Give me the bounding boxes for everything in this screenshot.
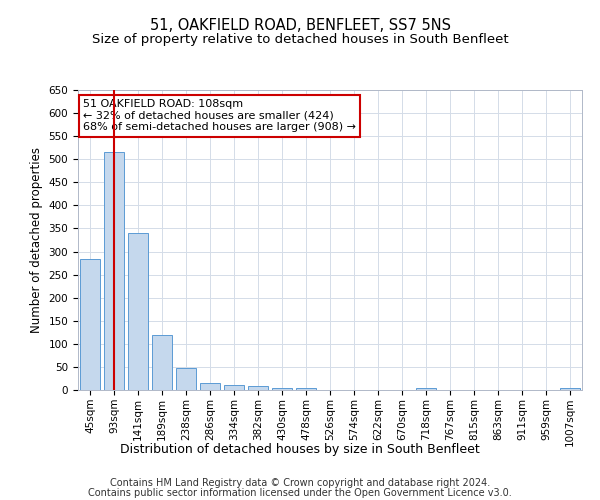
Bar xyxy=(560,388,580,390)
Bar xyxy=(200,383,220,390)
Bar xyxy=(176,368,196,390)
Text: Size of property relative to detached houses in South Benfleet: Size of property relative to detached ho… xyxy=(92,32,508,46)
Text: Contains public sector information licensed under the Open Government Licence v3: Contains public sector information licen… xyxy=(88,488,512,498)
Text: 51, OAKFIELD ROAD, BENFLEET, SS7 5NS: 51, OAKFIELD ROAD, BENFLEET, SS7 5NS xyxy=(149,18,451,32)
Bar xyxy=(80,260,100,390)
Bar xyxy=(416,388,436,390)
Bar xyxy=(296,388,316,390)
Text: Contains HM Land Registry data © Crown copyright and database right 2024.: Contains HM Land Registry data © Crown c… xyxy=(110,478,490,488)
Bar xyxy=(224,386,244,390)
Bar xyxy=(104,152,124,390)
Bar xyxy=(128,233,148,390)
Bar xyxy=(152,334,172,390)
Text: 51 OAKFIELD ROAD: 108sqm
← 32% of detached houses are smaller (424)
68% of semi-: 51 OAKFIELD ROAD: 108sqm ← 32% of detach… xyxy=(83,99,356,132)
Y-axis label: Number of detached properties: Number of detached properties xyxy=(30,147,43,333)
Bar xyxy=(272,388,292,390)
Bar xyxy=(248,386,268,390)
Text: Distribution of detached houses by size in South Benfleet: Distribution of detached houses by size … xyxy=(120,442,480,456)
